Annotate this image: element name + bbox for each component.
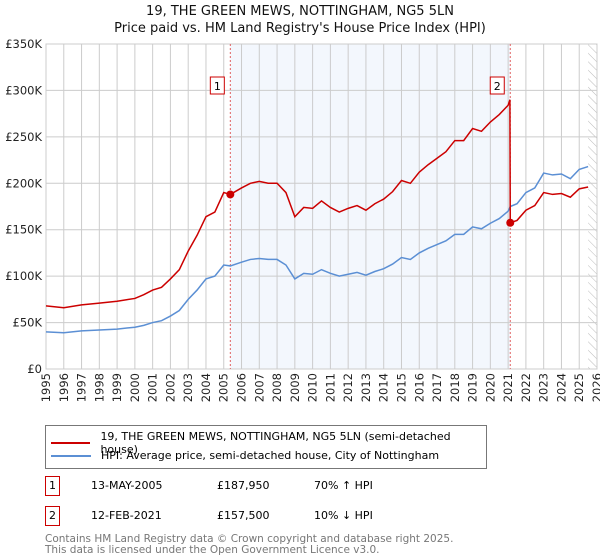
sale-hpi-diff: 70% ↑ HPI: [314, 479, 373, 492]
legend-swatch-hpi: [51, 454, 91, 457]
footer: Contains HM Land Registry data © Crown c…: [45, 534, 453, 556]
x-tick-label: 2026: [590, 373, 600, 402]
series-line: [45, 99, 589, 309]
future-hatch: [588, 44, 597, 369]
plot-area: £0 £50K £100K £150K £200K £250K £300K £350K 1995…: [5, 37, 600, 402]
sale-point: [226, 190, 235, 199]
sale-row-2: 2 12-FEB-2021 £157,500 10% ↓ HPI: [45, 506, 545, 526]
x-tick-label: 2023: [537, 373, 551, 402]
x-tick-label: 2022: [519, 373, 533, 402]
sale-badge: 1: [45, 476, 60, 496]
sale-label: 2: [494, 80, 501, 93]
x-tick-label: 1999: [110, 373, 124, 402]
x-tick-label: 2011: [323, 373, 337, 402]
sale-date: 13-MAY-2005: [91, 479, 163, 492]
x-tick-label: 2010: [306, 373, 320, 402]
sale-date: 12-FEB-2021: [91, 509, 162, 522]
sale-point: [506, 218, 515, 227]
y-tick-label: £150K: [5, 223, 42, 237]
x-tick-label: 2017: [430, 373, 444, 402]
x-tick-label: 2001: [146, 373, 160, 402]
series-line: [45, 165, 589, 334]
y-tick-label: £300K: [5, 83, 42, 97]
x-tick-label: 2002: [163, 373, 177, 402]
y-tick-label: £100K: [5, 269, 42, 283]
x-tick-label: 2003: [181, 373, 195, 402]
plot-border: [45, 43, 598, 370]
x-tick-label: 2018: [448, 373, 462, 402]
sale-price: £157,500: [217, 509, 270, 522]
sale-label-box: [209, 76, 225, 95]
x-tick-label: 2025: [572, 373, 586, 402]
x-tick-label: 2000: [128, 373, 142, 402]
legend-label-property: 19, THE GREEN MEWS, NOTTINGHAM, NG5 5LN …: [100, 430, 451, 456]
x-tick-label: 1997: [75, 373, 89, 402]
y-tick-label: £200K: [5, 176, 42, 190]
x-tick-label: 2015: [394, 373, 408, 402]
sale-badge: 2: [45, 506, 60, 526]
legend-swatch-property: [51, 442, 91, 444]
x-tick-label: 1998: [92, 373, 106, 402]
footer-line-2: This data is licensed under the Open Gov…: [45, 544, 380, 556]
x-tick-label: 2006: [235, 373, 249, 402]
footer-line-1: Contains HM Land Registry data © Crown c…: [45, 533, 454, 545]
sale-price: £187,950: [217, 479, 270, 492]
chart-title: 19, THE GREEN MEWS, NOTTINGHAM, NG5 5LN: [146, 4, 454, 19]
x-tick-label: 2024: [554, 373, 568, 402]
x-tick-label: 1996: [57, 373, 71, 402]
sale-label-box: [489, 76, 505, 95]
x-tick-label: 2013: [359, 373, 373, 402]
x-tick-label: 2005: [217, 373, 231, 402]
chart-subtitle: Price paid vs. HM Land Registry's House …: [114, 21, 486, 36]
x-tick-label: 1995: [39, 373, 53, 402]
x-tick-label: 2014: [377, 373, 391, 402]
x-tick-label: 2008: [270, 373, 284, 402]
x-tick-label: 2012: [341, 373, 355, 402]
legend-label-hpi: HPI: Average price, semi-detached house,…: [101, 449, 440, 462]
sale-label: 1: [214, 80, 221, 93]
x-tick-label: 2007: [252, 373, 266, 402]
y-tick-label: £50K: [13, 316, 43, 330]
x-tick-label: 2021: [501, 373, 515, 402]
y-tick-label: £250K: [5, 130, 42, 144]
x-tick-label: 2020: [483, 373, 497, 402]
sale-row-1: 1 13-MAY-2005 £187,950 70% ↑ HPI: [45, 476, 545, 496]
sale-hpi-diff: 10% ↓ HPI: [314, 509, 373, 522]
x-tick-label: 2009: [288, 373, 302, 402]
x-tick-label: 2019: [466, 373, 480, 402]
legend: 19, THE GREEN MEWS, NOTTINGHAM, NG5 5LN …: [45, 425, 487, 469]
x-tick-label: 2016: [412, 373, 426, 402]
y-tick-label: £0: [27, 362, 42, 376]
y-tick-label: £350K: [5, 37, 42, 51]
x-tick-label: 2004: [199, 373, 213, 402]
